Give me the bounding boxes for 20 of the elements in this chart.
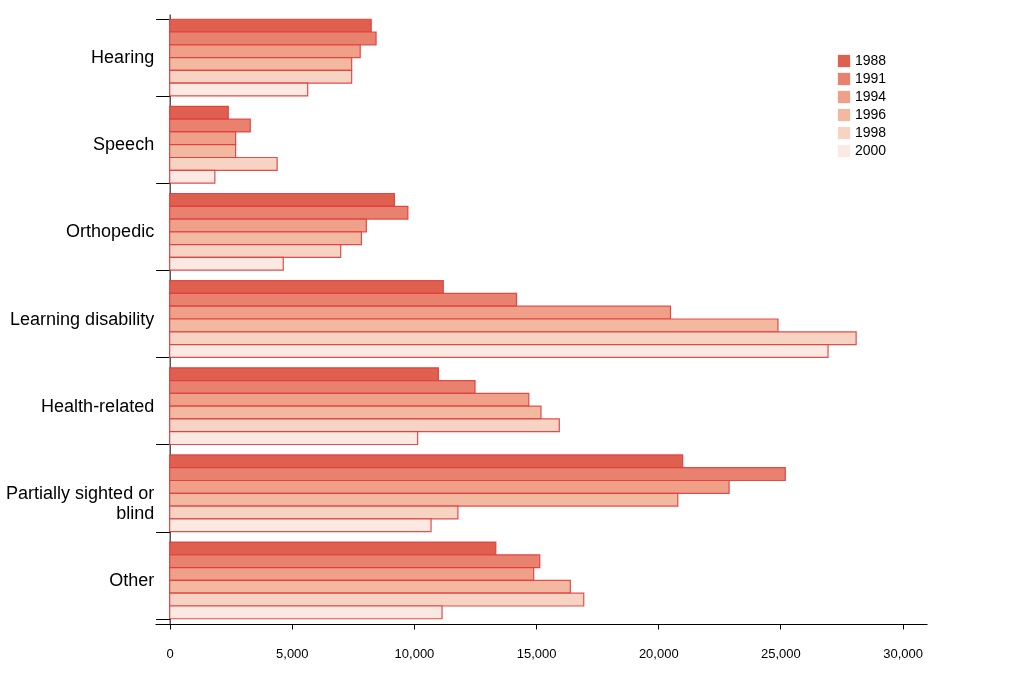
legend-label: 1998 <box>855 124 887 140</box>
legend-label: 1996 <box>855 106 887 122</box>
x-tick-label: 25,000 <box>761 645 801 661</box>
x-tick-label: 5,000 <box>276 645 309 661</box>
x-tick-label: 30,000 <box>883 645 923 661</box>
y-tick-label: Speech <box>93 134 155 155</box>
y-tick-label: Orthopedic <box>66 221 155 242</box>
legend-label: 1988 <box>855 52 887 68</box>
x-tick-label: 0 <box>166 645 174 661</box>
y-tick-label: Other <box>109 569 155 590</box>
legend-label: 1991 <box>855 70 887 86</box>
y-tick-label: Learning disability <box>10 308 155 329</box>
legend-label: 2000 <box>855 142 887 158</box>
x-tick-label: 10,000 <box>394 645 435 661</box>
y-tick-label: Hearing <box>91 47 155 68</box>
x-tick-label: 20,000 <box>638 645 679 661</box>
y-tick-label: Partially sighted or blind <box>6 482 155 523</box>
y-tick-label: Health-related <box>41 395 155 416</box>
x-tick-label: 15,000 <box>516 645 557 661</box>
legend-label: 1994 <box>855 88 887 104</box>
